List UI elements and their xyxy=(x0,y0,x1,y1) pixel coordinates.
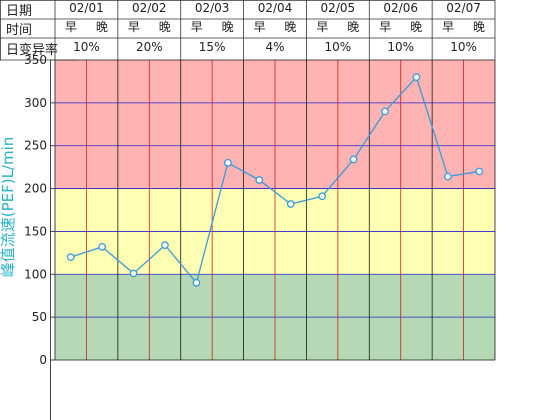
header-period-morning: 早 xyxy=(379,20,391,34)
header-period-evening: 晚 xyxy=(284,20,296,34)
data-point xyxy=(349,155,358,164)
data-point xyxy=(381,107,389,116)
data-point xyxy=(129,269,138,278)
header-period-morning: 早 xyxy=(442,20,454,34)
y-tick-label: 200 xyxy=(24,182,47,196)
data-point xyxy=(444,172,452,181)
header-variation-cell: 4% xyxy=(265,40,284,54)
header-time-label: 时间 xyxy=(6,23,32,38)
data-point xyxy=(66,253,75,261)
header-period-morning: 早 xyxy=(128,20,140,34)
header-variation-cell: 10% xyxy=(325,40,352,54)
data-point xyxy=(98,243,106,251)
header-variation-cell: 20% xyxy=(136,40,163,54)
data-point xyxy=(192,279,201,287)
header-period-morning: 早 xyxy=(191,20,203,34)
header-date-cell: 02/05 xyxy=(321,1,356,15)
y-tick-label: 100 xyxy=(24,267,47,281)
y-tick-label: 350 xyxy=(24,53,47,67)
header-period-evening: 晚 xyxy=(473,20,485,34)
y-tick-label: 50 xyxy=(32,310,47,324)
header-variation-cell: 15% xyxy=(199,40,226,54)
y-tick-label: 150 xyxy=(24,224,47,238)
header-variation-cell: 10% xyxy=(387,40,414,54)
header-period-evening: 晚 xyxy=(410,20,422,34)
header-period-evening: 晚 xyxy=(159,20,171,34)
header-date-cell: 02/07 xyxy=(446,1,481,15)
data-point xyxy=(161,241,169,249)
header-period-evening: 晚 xyxy=(347,20,359,34)
header-date-cell: 02/06 xyxy=(383,1,418,15)
data-point xyxy=(475,167,484,176)
y-tick-label: 0 xyxy=(39,353,47,367)
header-period-evening: 晚 xyxy=(222,20,234,34)
header-period-evening: 晚 xyxy=(96,20,108,34)
data-point xyxy=(412,73,421,81)
header-date-label: 日期 xyxy=(6,4,32,19)
header-date-cell: 02/02 xyxy=(132,1,167,15)
y-tick-label: 250 xyxy=(24,139,47,153)
header-date-cell: 02/03 xyxy=(195,1,230,15)
y-axis-label: 峰值流速(PEF)L/min xyxy=(0,136,17,278)
header-period-morning: 早 xyxy=(65,20,77,34)
data-point xyxy=(255,176,264,184)
header-period-morning: 早 xyxy=(254,20,266,34)
data-point xyxy=(224,159,232,167)
header-date-cell: 02/01 xyxy=(69,1,104,15)
y-tick-label: 300 xyxy=(24,96,47,110)
data-point xyxy=(286,200,295,208)
header-date-cell: 02/04 xyxy=(258,1,293,15)
header-variation-cell: 10% xyxy=(73,40,100,54)
series-line-0 xyxy=(70,75,480,285)
data-point xyxy=(318,192,326,201)
header-variation-cell: 10% xyxy=(450,40,477,54)
header-variation-label: 日变异率 xyxy=(6,42,58,58)
header-period-morning: 早 xyxy=(316,20,328,34)
